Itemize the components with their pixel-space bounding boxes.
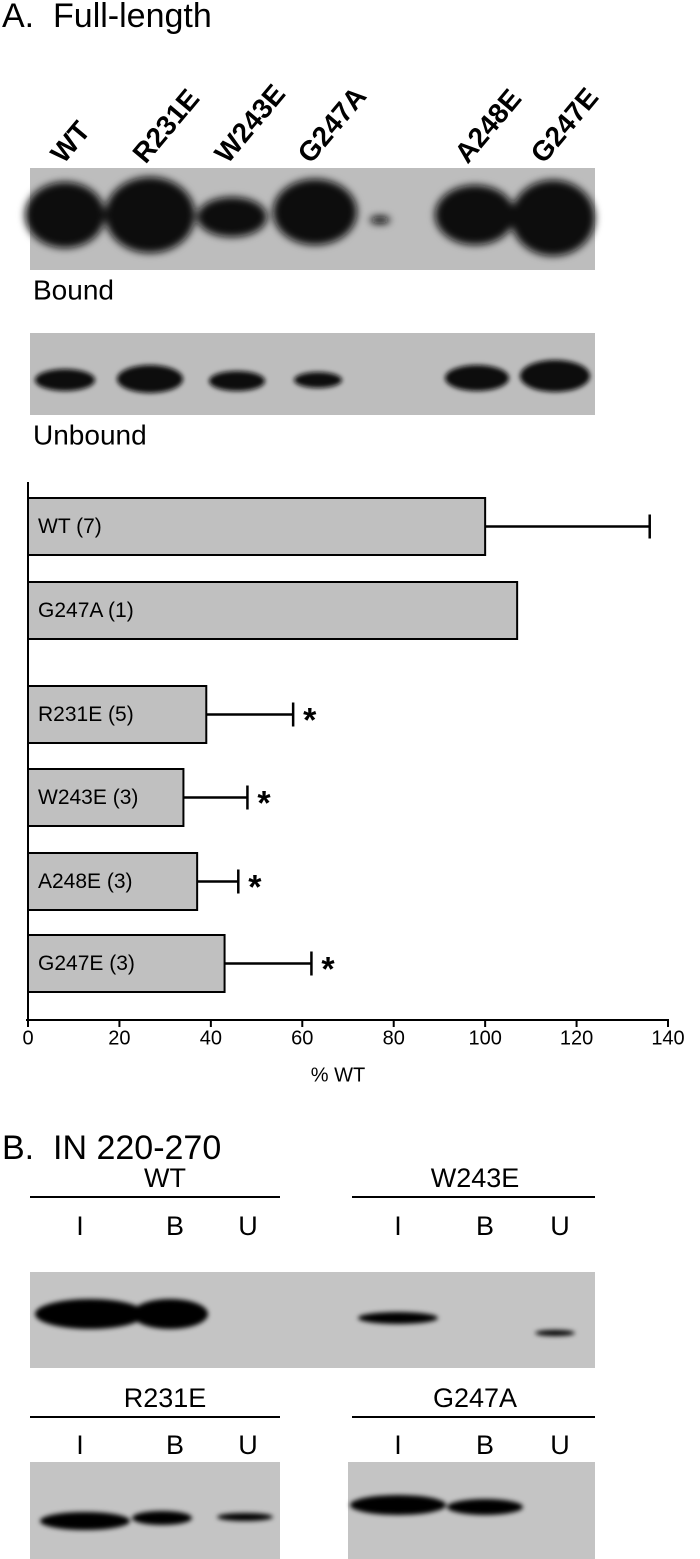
group-label: WT	[144, 1163, 186, 1193]
lane-label: I	[76, 1211, 84, 1241]
lane-label: I	[394, 1430, 402, 1460]
lane-label: R231E	[127, 83, 206, 169]
x-tick-label: 60	[291, 1027, 313, 1049]
lane-label: B	[166, 1211, 184, 1241]
x-axis-label: % WT	[311, 1064, 365, 1086]
lane-label: WT	[45, 115, 97, 168]
group-w243e: W243E I B U	[352, 1163, 595, 1241]
lane-label: U	[550, 1211, 570, 1241]
lane-label: U	[550, 1430, 570, 1460]
lane-label: U	[238, 1211, 258, 1241]
panel-title: B. IN 220-270	[2, 1129, 221, 1167]
lane-label: B	[476, 1430, 494, 1460]
bar	[27, 497, 487, 556]
bar-label: W243E (3)	[38, 786, 138, 809]
x-tick-label: 80	[383, 1027, 405, 1049]
blot-label: Bound	[33, 274, 114, 305]
bar	[27, 934, 226, 993]
bar-label: G247E (3)	[38, 952, 135, 975]
x-tick-label: 40	[200, 1027, 222, 1049]
bar-chart: 0 20 40 60 80 100 120 140 % WT WT (7) G247A (1) R23…	[22, 482, 685, 1086]
bar-label: R231E (5)	[38, 703, 134, 726]
lane-label: G247E	[525, 82, 605, 169]
lane-labels: WT R231E W243E G247A A248E G247E	[45, 78, 605, 168]
bound-blot	[25, 168, 595, 270]
x-tick-label: 120	[560, 1027, 593, 1049]
significance-marker: *	[248, 868, 262, 906]
lane-label: U	[238, 1430, 258, 1460]
significance-marker: *	[303, 701, 317, 739]
group-label: G247A	[433, 1383, 517, 1413]
bar	[27, 581, 519, 640]
lane-label: G247A	[292, 81, 373, 169]
group-label: R231E	[124, 1383, 207, 1413]
x-tick-label: 100	[468, 1027, 501, 1049]
bar-label: G247A (1)	[38, 599, 134, 622]
bar	[27, 852, 199, 911]
lane-label: A248E	[449, 83, 528, 169]
unbound-blot	[30, 333, 595, 415]
lane-label: I	[76, 1430, 84, 1460]
significance-marker: *	[321, 950, 335, 988]
panel-title: A. Full-length	[2, 0, 212, 35]
blot-label: Unbound	[33, 419, 147, 450]
group-label: W243E	[431, 1163, 520, 1193]
lane-label: B	[476, 1211, 494, 1241]
blot-b-top	[30, 1272, 595, 1368]
lane-label: B	[166, 1430, 184, 1460]
bar-label: A248E (3)	[38, 870, 133, 893]
group-r231e: R231E I B U	[30, 1383, 280, 1460]
group-g247a: G247A I B U	[352, 1383, 595, 1460]
x-tick-label: 140	[651, 1027, 684, 1049]
x-tick-label: 0	[22, 1027, 33, 1049]
significance-marker: *	[257, 784, 271, 822]
bar-label: WT (7)	[38, 515, 102, 538]
group-wt: WT I B U	[30, 1163, 280, 1241]
x-tick-label: 20	[108, 1027, 130, 1049]
lane-label: I	[394, 1211, 402, 1241]
lane-label: W243E	[209, 78, 292, 168]
blot-b-bottom	[30, 1462, 595, 1559]
